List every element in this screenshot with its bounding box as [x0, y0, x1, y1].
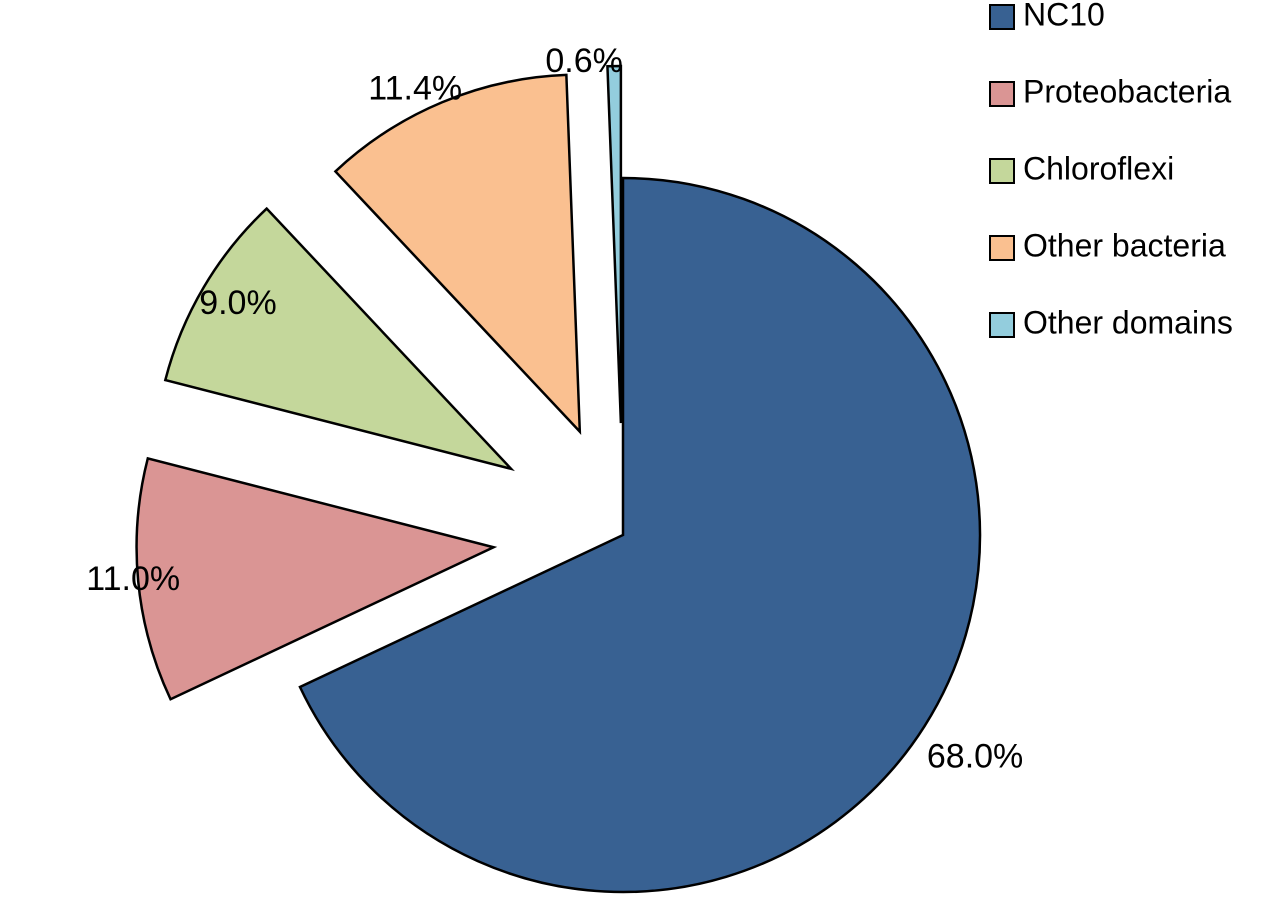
legend-label-other-domains: Other domains	[1023, 304, 1233, 340]
legend-item-proteobacteria: Proteobacteria	[989, 73, 1231, 109]
legend-swatch-nc10	[989, 4, 1015, 30]
slice-proteobacteria	[135, 456, 498, 701]
legend-swatch-other-bacteria	[989, 235, 1015, 261]
legend-swatch-chloroflexi	[989, 158, 1015, 184]
legend-label-chloroflexi: Chloroflexi	[1023, 150, 1174, 186]
chart-legend: NC10 Proteobacteria Chloroflexi Other bacte…	[989, 0, 1233, 340]
legend-item-nc10: NC10	[989, 0, 1105, 32]
pie-slices	[135, 64, 982, 894]
data-label-nc10: 68.0%	[927, 737, 1023, 775]
legend-label-other-bacteria: Other bacteria	[1023, 227, 1226, 263]
legend-label-nc10: NC10	[1023, 0, 1105, 32]
legend-item-chloroflexi: Chloroflexi	[989, 150, 1174, 186]
data-label-chloroflexi: 9.0%	[199, 284, 277, 322]
pie-labels: 68.0% 11.0% 9.0% 11.4% 0.6%	[86, 42, 1023, 775]
legend-item-other-bacteria: Other bacteria	[989, 227, 1226, 263]
slice-other-bacteria	[333, 73, 582, 435]
legend-swatch-proteobacteria	[989, 81, 1015, 107]
data-label-other-bacteria: 11.4%	[368, 69, 462, 107]
legend-item-other-domains: Other domains	[989, 304, 1233, 340]
slice-other-domains	[606, 64, 623, 424]
legend-label-proteobacteria: Proteobacteria	[1023, 73, 1231, 109]
data-label-other-domains: 0.6%	[545, 42, 623, 80]
slice-chloroflexi	[163, 206, 515, 472]
slice-nc10	[298, 176, 982, 894]
data-label-proteobacteria: 11.0%	[86, 560, 180, 598]
legend-swatch-other-domains	[989, 312, 1015, 338]
